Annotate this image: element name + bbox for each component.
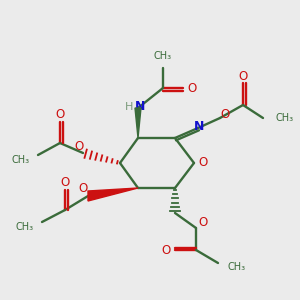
- Polygon shape: [135, 108, 141, 138]
- Text: O: O: [60, 176, 70, 190]
- Text: O: O: [198, 217, 208, 230]
- Text: N: N: [135, 100, 145, 113]
- Text: H: H: [125, 102, 133, 112]
- Text: O: O: [161, 244, 171, 256]
- Text: CH₃: CH₃: [275, 113, 293, 123]
- Text: O: O: [220, 107, 230, 121]
- Text: O: O: [238, 70, 247, 83]
- Text: CH₃: CH₃: [228, 262, 246, 272]
- Text: N: N: [194, 121, 204, 134]
- Text: O: O: [78, 182, 88, 196]
- Text: O: O: [74, 140, 84, 154]
- Text: CH₃: CH₃: [12, 155, 30, 165]
- Text: O: O: [188, 82, 196, 94]
- Polygon shape: [88, 188, 138, 201]
- Text: CH₃: CH₃: [16, 222, 34, 232]
- Text: O: O: [56, 109, 64, 122]
- Text: CH₃: CH₃: [154, 51, 172, 61]
- Text: O: O: [198, 157, 208, 169]
